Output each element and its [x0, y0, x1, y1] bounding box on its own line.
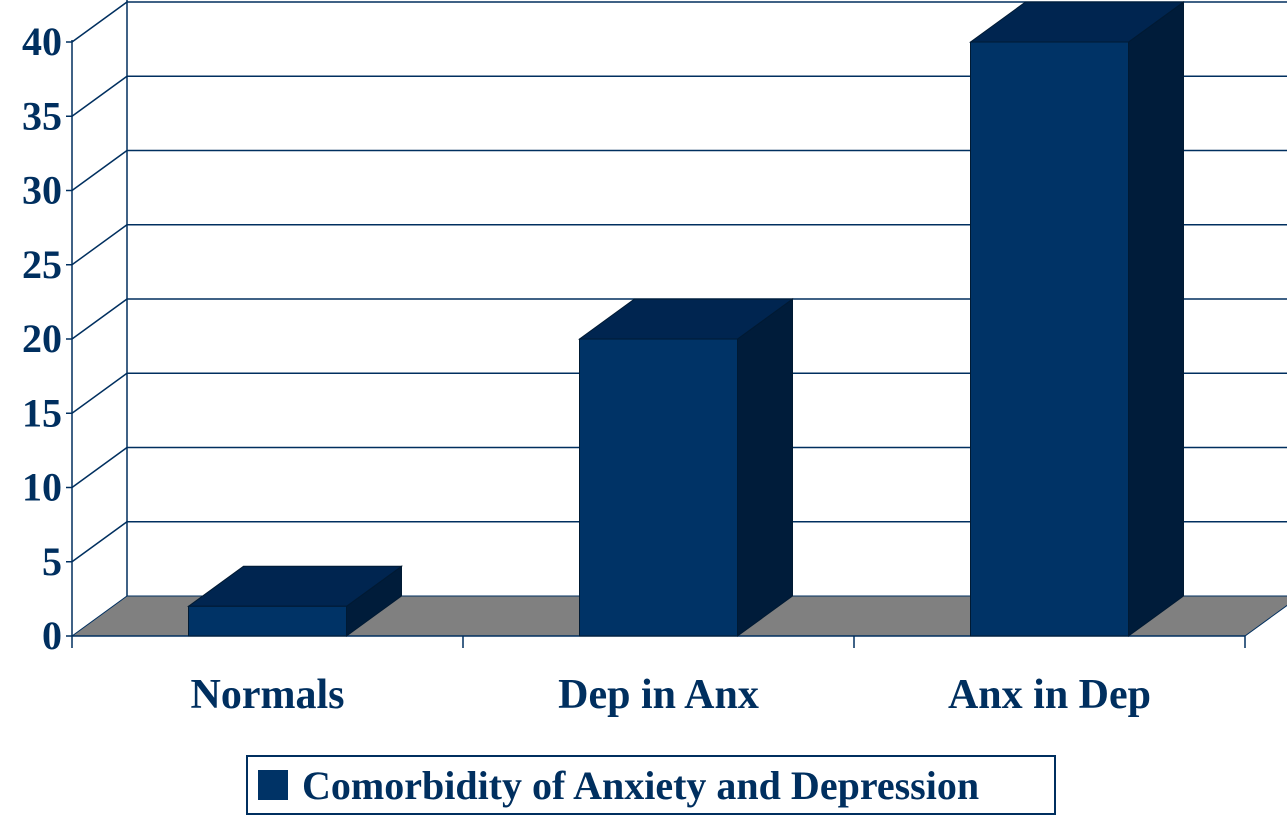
- bar-chart: 0 5 10 15 20 25 30 35 40 Normals Dep in Anx Anx in…: [22, 0, 1287, 718]
- bar-side: [737, 298, 793, 637]
- x-category-label: Dep in Anx: [558, 672, 759, 718]
- bar-front: [970, 41, 1129, 637]
- chart-legend: Comorbidity of Anxiety and Depression: [246, 755, 1056, 815]
- bar-anx-in-dep: [968, 1, 1186, 637]
- gridline-side: [71, 298, 128, 340]
- gridline-side: [71, 1, 128, 43]
- x-category-label: Normals: [191, 672, 345, 718]
- gridline-side: [71, 446, 128, 489]
- bar-front: [188, 605, 347, 637]
- gridline-side: [71, 75, 128, 117]
- y-tick-label: 5: [42, 539, 62, 584]
- y-tick-label: 35: [22, 93, 62, 138]
- gridline-side: [71, 521, 128, 563]
- bar-front: [579, 338, 738, 637]
- bar-normals: [186, 565, 404, 637]
- y-tick-label: 10: [22, 465, 62, 510]
- bar-side: [1128, 1, 1184, 637]
- legend-swatch: [258, 770, 288, 800]
- gridline-side: [71, 224, 128, 266]
- y-tick-label: 0: [42, 613, 62, 658]
- y-tick-label: 25: [22, 242, 62, 287]
- legend-label: Comorbidity of Anxiety and Depression: [302, 762, 980, 808]
- y-tick-label: 20: [22, 316, 62, 361]
- bar-dep-in-anx: [577, 298, 795, 637]
- y-tick-label: 40: [22, 19, 62, 64]
- gridline-side: [71, 372, 128, 414]
- y-tick-label: 30: [22, 168, 62, 213]
- gridline-side: [71, 149, 128, 192]
- x-category-label: Anx in Dep: [948, 672, 1151, 718]
- y-tick-label: 15: [22, 390, 62, 435]
